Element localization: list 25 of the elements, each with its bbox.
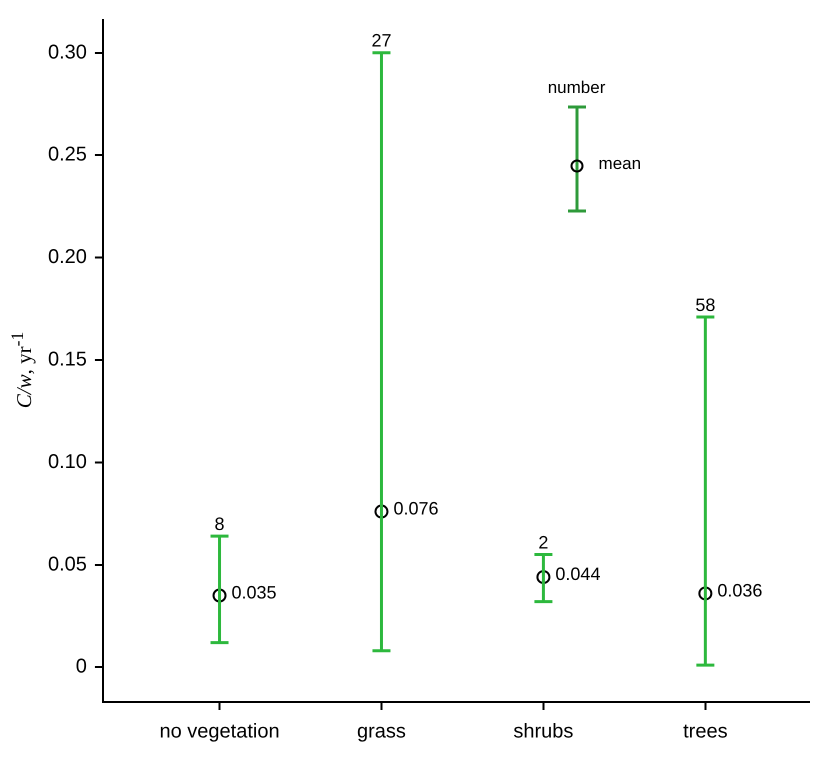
annotation: 27	[371, 30, 392, 51]
annotation: number	[546, 78, 606, 98]
y-tick-label: 0.10	[48, 450, 87, 473]
x-tick-label: trees	[683, 720, 728, 743]
x-tick-label: shrubs	[513, 720, 574, 743]
x-tick-label: grass	[357, 720, 406, 743]
y-tick-label: 0.05	[48, 553, 87, 576]
annotation: 8	[214, 514, 225, 534]
y-tick-label: 0	[76, 656, 87, 678]
data-label: 0.076	[393, 498, 439, 518]
x-tick-label: no vegetation	[159, 720, 280, 743]
point	[536, 570, 550, 584]
y-tick-label: 0.15	[48, 348, 87, 370]
annotation: mean	[598, 154, 642, 174]
annotation: 2	[538, 532, 548, 553]
data-label: 0.035	[232, 582, 277, 602]
y-tick-label: 0.25	[48, 144, 87, 166]
data-label: 0.044	[555, 564, 600, 584]
point	[698, 586, 712, 600]
y-tick-label: 0.20	[48, 246, 87, 268]
y-tick-label: 0.30	[48, 41, 87, 64]
data-label: 0.036	[717, 580, 762, 600]
annotation: 58	[695, 294, 716, 315]
point	[212, 588, 227, 602]
point	[374, 504, 388, 519]
